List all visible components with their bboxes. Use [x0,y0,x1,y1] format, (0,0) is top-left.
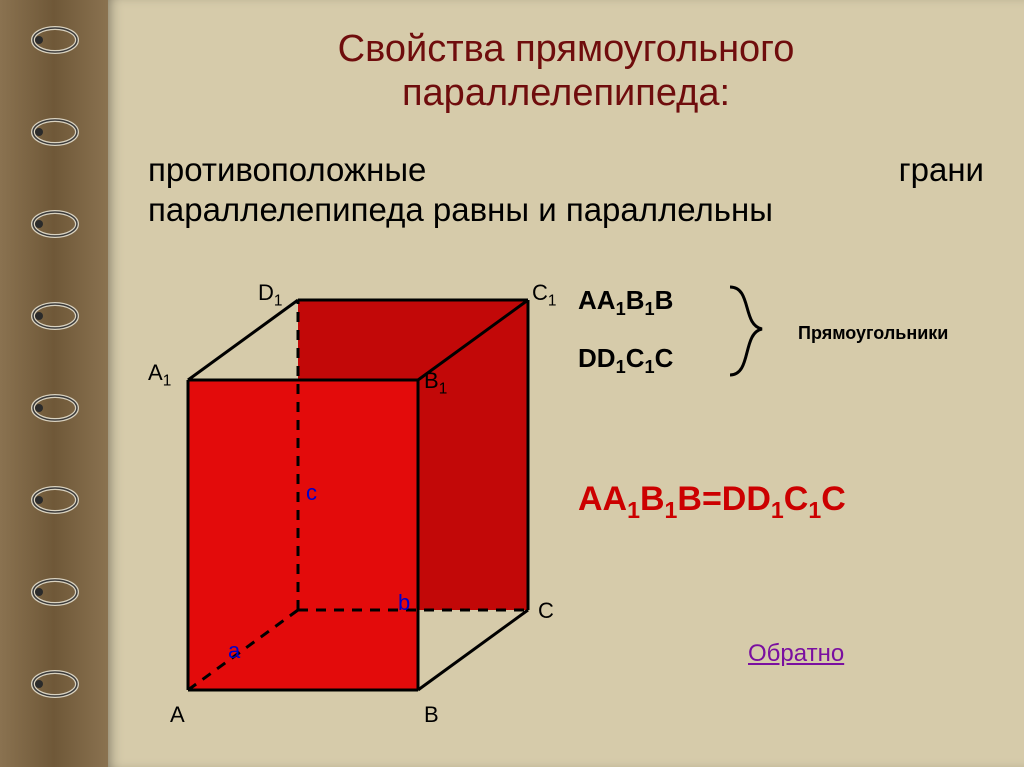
brace-icon [718,279,798,389]
cube-svg [128,250,568,740]
notebook-spine [0,0,108,767]
equality-equation: AA1B1B=DD1C1C [578,480,846,524]
vertex-label: B [424,702,439,728]
subtitle-word-2: грани [899,150,984,190]
parallelepiped-diagram: A B C A1 B1 C1 D1 a b c [128,250,568,730]
vertex-label: D1 [258,280,282,310]
dimension-label: a [228,638,240,664]
spiral-ring [30,390,80,426]
slide-content: Свойства прямоугольного параллелепипеда:… [108,0,1024,767]
vertex-label: B1 [424,368,447,398]
face-2-label: DD1C1C [578,343,673,378]
subtitle-word-1: противоположные [148,150,426,190]
subtitle-line-2: параллелепипеда равны и параллельны [148,190,984,230]
faces-listing: AA1B1B DD1C1C Прямоугольники [578,285,998,405]
spiral-ring [30,298,80,334]
spiral-ring [30,574,80,610]
back-link[interactable]: Обратно [748,640,844,668]
spiral-ring [30,22,80,58]
spiral-ring [30,114,80,150]
spiral-ring [30,482,80,518]
vertex-label: A1 [148,360,171,390]
title-line-1: Свойства прямоугольного [338,28,795,70]
vertex-label: C [538,598,554,624]
dimension-label: c [306,480,317,506]
title-line-2: параллелепипеда: [402,72,730,114]
slide-page: Свойства прямоугольного параллелепипеда:… [0,0,1024,767]
face-1-label: AA1B1B [578,285,673,320]
slide-subtitle: противоположные грани параллелепипеда ра… [148,150,984,229]
slide-title: Свойства прямоугольного параллелепипеда: [108,28,1024,115]
spiral-ring [30,666,80,702]
vertex-label: C1 [532,280,556,310]
dimension-label: b [398,590,410,616]
brace-label: Прямоугольники [798,323,948,344]
spiral-ring [30,206,80,242]
vertex-label: A [170,702,185,728]
